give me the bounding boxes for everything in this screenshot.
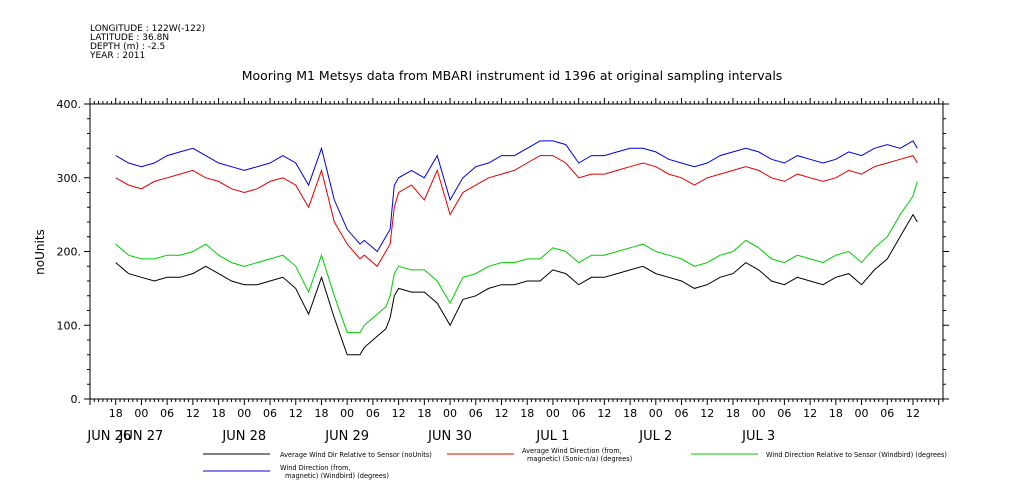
day-label: JUN 28 bbox=[221, 429, 266, 444]
x-tick-label: 00 bbox=[752, 407, 766, 420]
x-tick-label: 12 bbox=[186, 407, 200, 420]
meta-latitude: LATITUDE : 36.8N bbox=[90, 33, 169, 43]
day-label: JUL 1 bbox=[535, 429, 569, 444]
x-tick-labels: 18 00 06 12 18 00 06 12 18 00 06 12 18 00 06 12 18 00 06 12… bbox=[109, 407, 920, 420]
legend-label-4: Wind Direction (from, magnetic) (Windbir… bbox=[280, 464, 389, 480]
y-tick-labels: 0. 100. 200. 300. 400. bbox=[57, 98, 82, 406]
day-label: JUN 29 bbox=[324, 429, 369, 444]
x-tick-label: 00 bbox=[649, 407, 663, 420]
y-tick-label: 0. bbox=[71, 393, 82, 406]
x-tick-label: 18 bbox=[417, 407, 431, 420]
legend: Average Wind Dir Relative to Sensor (noU… bbox=[203, 447, 947, 480]
series-lines bbox=[115, 140, 918, 356]
series-line-4 bbox=[115, 140, 918, 253]
meta-depth: DEPTH (m) : -2.5 bbox=[90, 42, 165, 52]
x-tick-label: 18 bbox=[829, 407, 843, 420]
x-tick-label: 12 bbox=[597, 407, 611, 420]
day-label: JUN 26 bbox=[86, 429, 131, 444]
chart-title: Mooring M1 Metsys data from MBARI instru… bbox=[242, 68, 783, 83]
x-tick-label: 06 bbox=[469, 407, 483, 420]
day-label: JUL 3 bbox=[741, 429, 775, 444]
y-tick-label: 300. bbox=[57, 172, 82, 185]
x-tick-label: 18 bbox=[623, 407, 637, 420]
x-tick-label: 00 bbox=[443, 407, 457, 420]
x-tick-label: 12 bbox=[494, 407, 508, 420]
x-tick-label: 06 bbox=[366, 407, 380, 420]
x-tick-label: 00 bbox=[855, 407, 869, 420]
x-tick-label: 06 bbox=[263, 407, 277, 420]
legend-label-4-line-2: magnetic) (Windbird) (degrees) bbox=[285, 472, 389, 480]
x-tick-label: 18 bbox=[212, 407, 226, 420]
x-tick-label: 06 bbox=[675, 407, 689, 420]
legend-label-4-line-1: Wind Direction (from, bbox=[280, 464, 351, 472]
legend-label-3: Wind Direction Relative to Sensor (Windb… bbox=[766, 451, 947, 459]
x-tick-label: 00 bbox=[340, 407, 354, 420]
y-tick-label: 400. bbox=[57, 98, 82, 111]
day-label: JUN 30 bbox=[427, 429, 472, 444]
x-tick-label: 18 bbox=[109, 407, 123, 420]
x-tick-label: 00 bbox=[546, 407, 560, 420]
x-tick-label: 12 bbox=[289, 407, 303, 420]
legend-label-2: Average Wind Direction (from, magnetic) … bbox=[522, 447, 632, 463]
series-line-3 bbox=[115, 181, 918, 334]
x-tick-label: 00 bbox=[237, 407, 251, 420]
y-axis-label: noUnits bbox=[33, 229, 47, 275]
series-line-1 bbox=[115, 213, 918, 356]
meta-year: YEAR : 2011 bbox=[89, 51, 145, 61]
x-tick-label: 12 bbox=[803, 407, 817, 420]
x-tick-label: 18 bbox=[726, 407, 740, 420]
x-tick-label: 12 bbox=[906, 407, 920, 420]
x-tick-label: 12 bbox=[392, 407, 406, 420]
day-label: JUL 2 bbox=[638, 429, 672, 444]
axis-ticks bbox=[84, 98, 949, 405]
x-tick-label: 06 bbox=[880, 407, 894, 420]
y-tick-label: 100. bbox=[57, 319, 82, 332]
x-tick-label: 06 bbox=[572, 407, 586, 420]
series-line-2 bbox=[115, 155, 918, 268]
plot-frame bbox=[89, 103, 944, 400]
x-tick-label: 06 bbox=[160, 407, 174, 420]
x-tick-label: 00 bbox=[134, 407, 148, 420]
x-tick-label: 12 bbox=[700, 407, 714, 420]
x-tick-label: 18 bbox=[520, 407, 534, 420]
legend-label-2-line-2: magnetic) (Sonic-n/a) (degrees) bbox=[527, 455, 632, 463]
legend-label-1: Average Wind Dir Relative to Sensor (noU… bbox=[280, 451, 432, 459]
y-tick-label: 200. bbox=[57, 246, 82, 259]
legend-label-2-line-1: Average Wind Direction (from, bbox=[522, 447, 622, 455]
meta-longitude: LONGITUDE : 122W(-122) bbox=[90, 24, 205, 34]
x-tick-label: 18 bbox=[314, 407, 328, 420]
day-label: JUN 27 bbox=[119, 429, 164, 444]
x-tick-label: 06 bbox=[777, 407, 791, 420]
